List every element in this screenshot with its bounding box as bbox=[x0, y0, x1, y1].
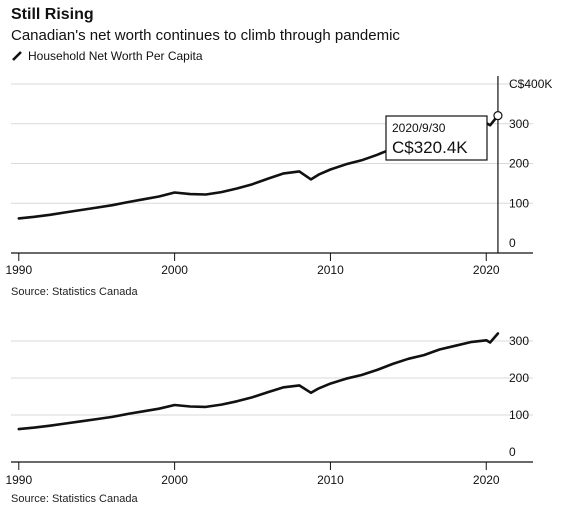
y-tick-label: 200 bbox=[509, 371, 529, 385]
y-tick-label: 0 bbox=[509, 445, 516, 459]
x-tick-label: 2010 bbox=[317, 263, 344, 277]
y-tick-label: 100 bbox=[509, 196, 529, 210]
x-tick-label: 2000 bbox=[161, 473, 188, 487]
tooltip-value: C$320.4K bbox=[392, 138, 468, 157]
tooltip-box bbox=[385, 115, 488, 161]
y-tick-label: 200 bbox=[509, 157, 529, 171]
series-line bbox=[17, 332, 500, 431]
tooltip-marker bbox=[493, 111, 503, 121]
y-tick-label: 300 bbox=[509, 117, 529, 131]
y-tick-label: C$400K bbox=[509, 77, 552, 91]
legend: Household Net Worth Per Capita bbox=[11, 49, 203, 63]
chart-panel-2: 0 100 200 300 1990 2000 2010 2020 Source: Statis… bbox=[5, 332, 533, 505]
y-tick-label: 300 bbox=[509, 334, 529, 348]
legend-label: Household Net Worth Per Capita bbox=[28, 49, 203, 63]
source-note: Source: Statistics Canada bbox=[11, 286, 138, 298]
legend-line-icon bbox=[12, 51, 22, 61]
x-tick-label: 2020 bbox=[473, 473, 500, 487]
source-note: Source: Statistics Canada bbox=[11, 493, 138, 505]
x-tick-label: 2020 bbox=[473, 263, 500, 277]
tooltip-date: 2020/9/30 bbox=[392, 121, 446, 135]
x-tick-label: 1990 bbox=[5, 263, 32, 277]
x-tick-label: 1990 bbox=[5, 473, 32, 487]
y-tick-label: 0 bbox=[509, 236, 516, 250]
chart-subtitle: Canadian's net worth continues to climb … bbox=[11, 27, 400, 44]
x-tick-label: 2010 bbox=[317, 473, 344, 487]
y-tick-label: 100 bbox=[509, 408, 529, 422]
chart-title: Still Rising bbox=[11, 6, 94, 23]
x-tick-label: 2000 bbox=[161, 263, 188, 277]
chart-panel-1: 0 100 200 300 C$400K 1990 2000 2010 2020 2020/9/3… bbox=[5, 76, 552, 298]
